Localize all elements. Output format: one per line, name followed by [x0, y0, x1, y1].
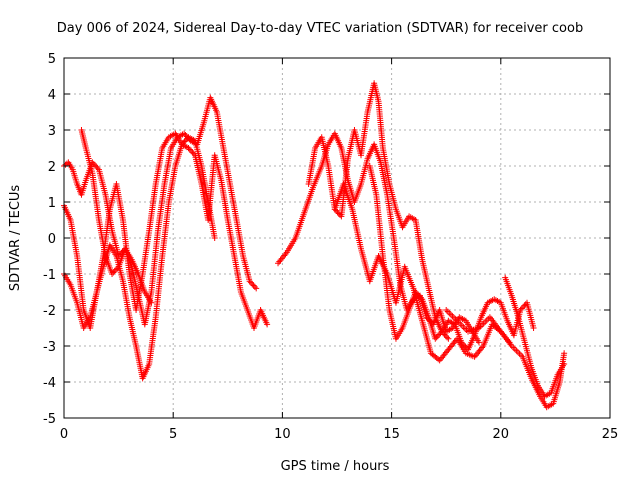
data-point: [185, 145, 192, 151]
data-point: [458, 339, 465, 346]
data-point: [93, 163, 100, 170]
y-tick-label: 3: [48, 124, 56, 139]
data-point: [521, 302, 528, 309]
data-point: [246, 278, 253, 285]
data-point: [412, 289, 419, 295]
x-tick-label: 5: [169, 427, 177, 442]
y-tick-label: 4: [48, 88, 56, 103]
data-point: [250, 282, 257, 289]
data-point: [114, 265, 121, 272]
x-tick-label: 20: [493, 427, 510, 442]
series-6: [305, 80, 452, 342]
data-point: [561, 361, 568, 367]
data-point: [475, 339, 482, 346]
y-tick-label: -4: [43, 376, 56, 391]
data-point: [436, 331, 443, 338]
data-point: [417, 294, 424, 301]
y-tick-label: 1: [48, 196, 56, 211]
data-point: [189, 149, 196, 156]
data-point: [513, 347, 520, 354]
data-point: [413, 290, 420, 297]
data-point: [416, 293, 423, 300]
data-point: [188, 147, 195, 154]
y-tick-label: -5: [43, 412, 56, 427]
data-point: [333, 207, 340, 214]
data-point: [178, 141, 185, 148]
data-point: [445, 335, 452, 342]
data-point: [530, 325, 537, 331]
data-point: [517, 307, 524, 313]
data-point: [110, 269, 117, 276]
y-tick-label: -1: [43, 268, 56, 283]
data-point: [253, 285, 260, 292]
series-8: [366, 163, 537, 353]
data-point: [181, 130, 188, 137]
data-point: [462, 343, 469, 350]
data-point: [461, 342, 468, 349]
data-point: [249, 281, 256, 288]
data-point: [264, 321, 271, 328]
y-axis-label: SDTVAR / TECUs: [8, 185, 23, 292]
data-point: [182, 132, 189, 139]
data-points: [61, 80, 568, 411]
data-point: [449, 313, 456, 320]
data-point: [441, 331, 448, 338]
x-axis-label: GPS time / hours: [281, 459, 390, 474]
data-point: [511, 346, 518, 353]
x-tick-label: 10: [274, 427, 291, 442]
grid-lines: [64, 58, 610, 418]
data-point: [211, 235, 218, 241]
data-point: [510, 344, 517, 351]
data-point: [483, 317, 490, 324]
data-point: [94, 165, 101, 172]
data-point: [434, 332, 441, 339]
chart-title: Day 006 of 2024, Sidereal Day-to-day VTE…: [57, 21, 583, 36]
data-point: [514, 349, 521, 356]
data-point: [437, 330, 444, 337]
series-3: [61, 134, 218, 382]
series-9: [443, 307, 568, 411]
data-point: [111, 268, 118, 275]
data-point: [447, 311, 454, 318]
data-point: [90, 160, 97, 167]
data-point: [182, 137, 189, 144]
data-point: [444, 334, 451, 341]
y-tick-label: -2: [43, 304, 56, 319]
data-point: [459, 340, 466, 347]
data-point: [520, 304, 527, 311]
data-point: [180, 139, 187, 146]
data-point: [516, 350, 523, 357]
data-point: [247, 279, 254, 286]
data-point: [415, 291, 422, 298]
x-tick-label: 25: [602, 427, 619, 442]
y-tick-label: 2: [48, 160, 56, 175]
y-tick-label: 0: [48, 232, 56, 247]
data-point: [148, 299, 155, 306]
data-point: [181, 138, 188, 145]
series-4: [78, 127, 155, 306]
data-point: [112, 266, 119, 273]
data-point: [186, 146, 193, 153]
y-tick-label: 5: [48, 52, 56, 67]
axis-ticks: 0 5 10 15 20 25 -5 -4 -3 -2 -1 0 1 2 3 4 5: [43, 52, 618, 442]
data-point: [109, 271, 116, 277]
data-point: [482, 318, 489, 325]
x-tick-label: 15: [383, 427, 400, 442]
data-point: [335, 210, 342, 217]
data-point: [442, 332, 449, 339]
data-point: [518, 305, 525, 312]
data-point: [458, 322, 465, 329]
x-tick-label: 0: [60, 427, 68, 442]
data-point: [251, 283, 258, 290]
data-point: [561, 350, 568, 357]
data-point: [443, 307, 450, 313]
data-point: [432, 335, 439, 342]
data-point: [433, 334, 440, 341]
data-point: [446, 310, 453, 317]
data-point: [444, 308, 451, 315]
series-10: [502, 274, 568, 400]
y-tick-label: -3: [43, 340, 56, 355]
